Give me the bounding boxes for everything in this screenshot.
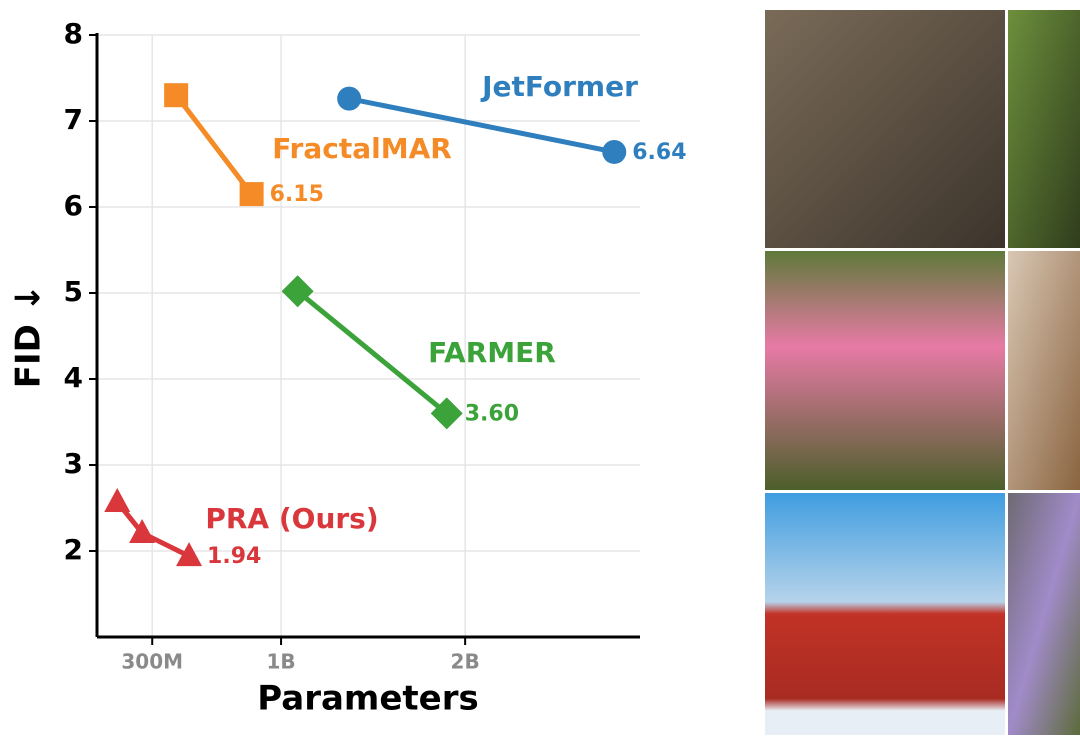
y-tick-label: 2 [64,533,83,566]
image-cat [765,10,1005,248]
y-tick-label: 6 [64,189,83,222]
point [337,86,362,111]
image-barn [765,493,1005,735]
image-thistle [1008,493,1080,735]
point [602,139,627,164]
value-label: 6.15 [270,182,324,207]
point [281,275,314,308]
x-axis-label: Parameters [257,679,478,719]
y-tick-label: 8 [64,17,83,50]
image-tile [1008,10,1080,248]
series-name: PRA (Ours) [205,502,378,535]
point [239,182,264,207]
point [176,542,203,567]
image-bee [765,251,1005,490]
value-label: 1.94 [207,544,261,569]
series-line [348,96,615,155]
image-tile [1008,251,1080,490]
value-label: 3.60 [465,401,519,426]
series-name: JetFormer [480,70,638,103]
y-axis-label: FID ↓ [9,284,49,388]
point [129,518,156,543]
y-tick-label: 3 [64,447,83,480]
value-label: 6.64 [632,140,686,165]
point [164,83,189,108]
point [104,487,131,512]
image-grid [765,10,1080,735]
series-name: FractalMAR [272,132,452,165]
x-tick-label: 1B [266,650,295,674]
series-line [296,289,449,416]
y-tick-label: 4 [64,361,83,394]
point [430,397,463,430]
series-line [174,93,254,196]
y-tick-label: 7 [64,103,83,136]
series-name: FARMER [428,336,556,369]
y-tick-label: 5 [64,275,83,308]
x-tick-label: 300M [121,650,183,674]
x-tick-label: 2B [451,650,480,674]
